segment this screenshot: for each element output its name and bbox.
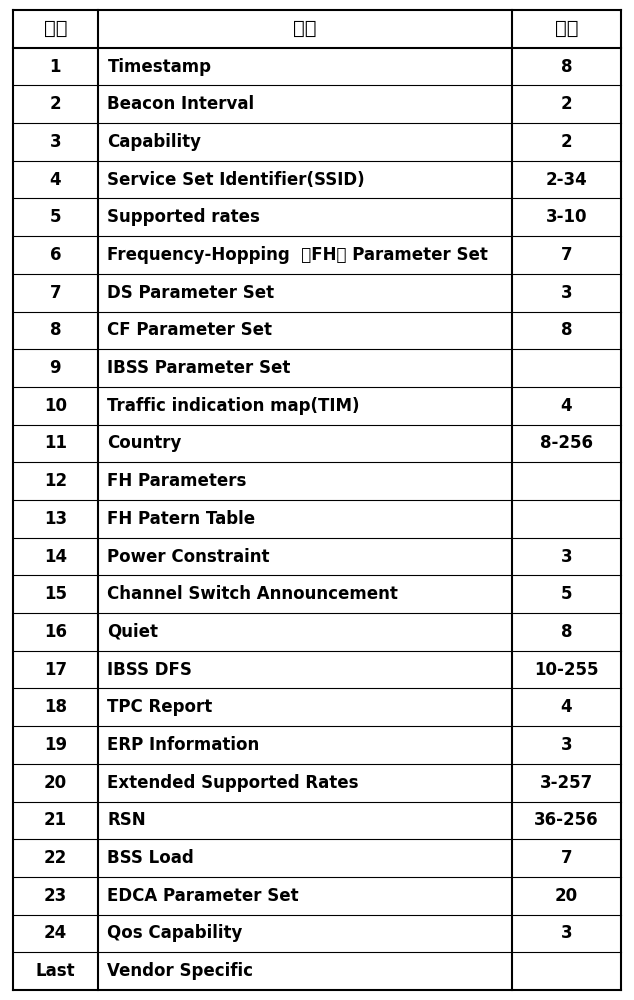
Text: BSS Load: BSS Load bbox=[107, 849, 194, 867]
Text: EDCA Parameter Set: EDCA Parameter Set bbox=[107, 887, 299, 905]
Text: 8: 8 bbox=[49, 321, 61, 339]
Text: DS Parameter Set: DS Parameter Set bbox=[107, 284, 275, 302]
Text: 长度: 长度 bbox=[555, 19, 578, 38]
Text: 24: 24 bbox=[44, 924, 67, 942]
Text: 23: 23 bbox=[44, 887, 67, 905]
Text: 8: 8 bbox=[561, 321, 573, 339]
Text: 4: 4 bbox=[49, 171, 61, 189]
Text: IBSS DFS: IBSS DFS bbox=[107, 661, 192, 679]
Text: 10-255: 10-255 bbox=[534, 661, 598, 679]
Text: 13: 13 bbox=[44, 510, 67, 528]
Text: 15: 15 bbox=[44, 585, 67, 603]
Text: Vendor Specific: Vendor Specific bbox=[107, 962, 254, 980]
Text: 20: 20 bbox=[555, 887, 578, 905]
Text: 7: 7 bbox=[560, 246, 573, 264]
Text: 18: 18 bbox=[44, 698, 67, 716]
Text: 2-34: 2-34 bbox=[546, 171, 588, 189]
Text: Service Set Identifier(SSID): Service Set Identifier(SSID) bbox=[107, 171, 365, 189]
Text: 21: 21 bbox=[44, 811, 67, 829]
Text: 20: 20 bbox=[44, 774, 67, 792]
Text: 36-256: 36-256 bbox=[534, 811, 599, 829]
Text: FH Parameters: FH Parameters bbox=[107, 472, 247, 490]
Text: ERP Information: ERP Information bbox=[107, 736, 260, 754]
Text: 2: 2 bbox=[560, 95, 573, 113]
Text: 3: 3 bbox=[560, 736, 573, 754]
Text: 5: 5 bbox=[49, 208, 61, 226]
Text: 3: 3 bbox=[560, 284, 573, 302]
Text: 16: 16 bbox=[44, 623, 67, 641]
Text: 3: 3 bbox=[560, 924, 573, 942]
Text: 6: 6 bbox=[49, 246, 61, 264]
Text: Extended Supported Rates: Extended Supported Rates bbox=[107, 774, 359, 792]
Text: 7: 7 bbox=[560, 849, 573, 867]
Text: Qos Capability: Qos Capability bbox=[107, 924, 243, 942]
Text: Country: Country bbox=[107, 434, 182, 452]
Text: 3-10: 3-10 bbox=[546, 208, 587, 226]
Text: 17: 17 bbox=[44, 661, 67, 679]
Text: Channel Switch Announcement: Channel Switch Announcement bbox=[107, 585, 398, 603]
Text: Supported rates: Supported rates bbox=[107, 208, 261, 226]
Text: RSN: RSN bbox=[107, 811, 146, 829]
Text: 19: 19 bbox=[44, 736, 67, 754]
Text: Traffic indication map(TIM): Traffic indication map(TIM) bbox=[107, 397, 360, 415]
Text: 22: 22 bbox=[44, 849, 67, 867]
Text: IBSS Parameter Set: IBSS Parameter Set bbox=[107, 359, 291, 377]
Text: Quiet: Quiet bbox=[107, 623, 158, 641]
Text: Last: Last bbox=[36, 962, 75, 980]
Text: TPC Report: TPC Report bbox=[107, 698, 212, 716]
Text: 8: 8 bbox=[561, 623, 573, 641]
Text: Beacon Interval: Beacon Interval bbox=[107, 95, 254, 113]
Text: 10: 10 bbox=[44, 397, 67, 415]
Text: Power Constraint: Power Constraint bbox=[107, 548, 270, 566]
Text: 8-256: 8-256 bbox=[540, 434, 593, 452]
Text: 3-257: 3-257 bbox=[540, 774, 593, 792]
Text: Timestamp: Timestamp bbox=[107, 58, 211, 76]
Text: CF Parameter Set: CF Parameter Set bbox=[107, 321, 273, 339]
Text: 12: 12 bbox=[44, 472, 67, 490]
Text: 4: 4 bbox=[560, 397, 573, 415]
Text: 描述: 描述 bbox=[293, 19, 316, 38]
Text: 14: 14 bbox=[44, 548, 67, 566]
Text: 5: 5 bbox=[561, 585, 573, 603]
Text: 4: 4 bbox=[560, 698, 573, 716]
Text: Capability: Capability bbox=[107, 133, 202, 151]
Text: 11: 11 bbox=[44, 434, 67, 452]
Text: 9: 9 bbox=[49, 359, 61, 377]
Text: 2: 2 bbox=[560, 133, 573, 151]
Text: Frequency-Hopping  （FH） Parameter Set: Frequency-Hopping （FH） Parameter Set bbox=[107, 246, 488, 264]
Text: 3: 3 bbox=[49, 133, 61, 151]
Text: 顺序: 顺序 bbox=[44, 19, 67, 38]
Text: 8: 8 bbox=[561, 58, 573, 76]
Text: FH Patern Table: FH Patern Table bbox=[107, 510, 256, 528]
Text: 3: 3 bbox=[560, 548, 573, 566]
Text: 7: 7 bbox=[49, 284, 61, 302]
Text: 1: 1 bbox=[49, 58, 61, 76]
Text: 2: 2 bbox=[49, 95, 61, 113]
